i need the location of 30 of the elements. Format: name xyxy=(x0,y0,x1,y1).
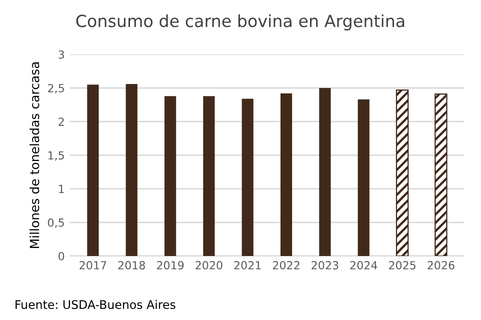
bar xyxy=(280,93,292,256)
bar xyxy=(358,99,370,256)
chart-title: Consumo de carne bovina en Argentina xyxy=(76,14,404,30)
y-tick-label: 0 xyxy=(58,252,64,260)
bar xyxy=(319,88,331,256)
x-tick-label: 2018 xyxy=(118,261,145,270)
bar xyxy=(434,93,448,256)
bar xyxy=(203,96,215,256)
y-tick-label: 1 xyxy=(59,184,64,194)
bar xyxy=(396,89,409,256)
bar xyxy=(126,84,138,256)
bar xyxy=(242,98,254,256)
x-tick-label: 2023 xyxy=(312,261,338,270)
y-tick-label: 1,5 xyxy=(48,151,64,161)
y-tick-label: 2,5 xyxy=(48,84,64,94)
y-tick-label: 0,5 xyxy=(48,218,64,228)
x-tick-label: 2025 xyxy=(388,261,416,270)
x-tick-label: 2021 xyxy=(234,261,261,270)
x-tick-label: 2020 xyxy=(196,261,222,270)
x-tick-label: 2026 xyxy=(428,261,454,270)
x-tick-label: 2022 xyxy=(272,261,300,270)
y-tick-label: 2 xyxy=(58,118,64,126)
source-note: Fuente: USDA-Buenos Aires xyxy=(16,300,176,310)
bar xyxy=(87,84,99,256)
x-tick-label: 2019 xyxy=(156,261,184,270)
y-tick-label: 3 xyxy=(58,50,64,59)
y-axis-title: Millones de toneladas carcasa xyxy=(30,62,40,248)
x-tick-label: 2017 xyxy=(80,261,106,270)
x-tick-label: 2024 xyxy=(350,261,378,270)
bar xyxy=(164,96,176,256)
